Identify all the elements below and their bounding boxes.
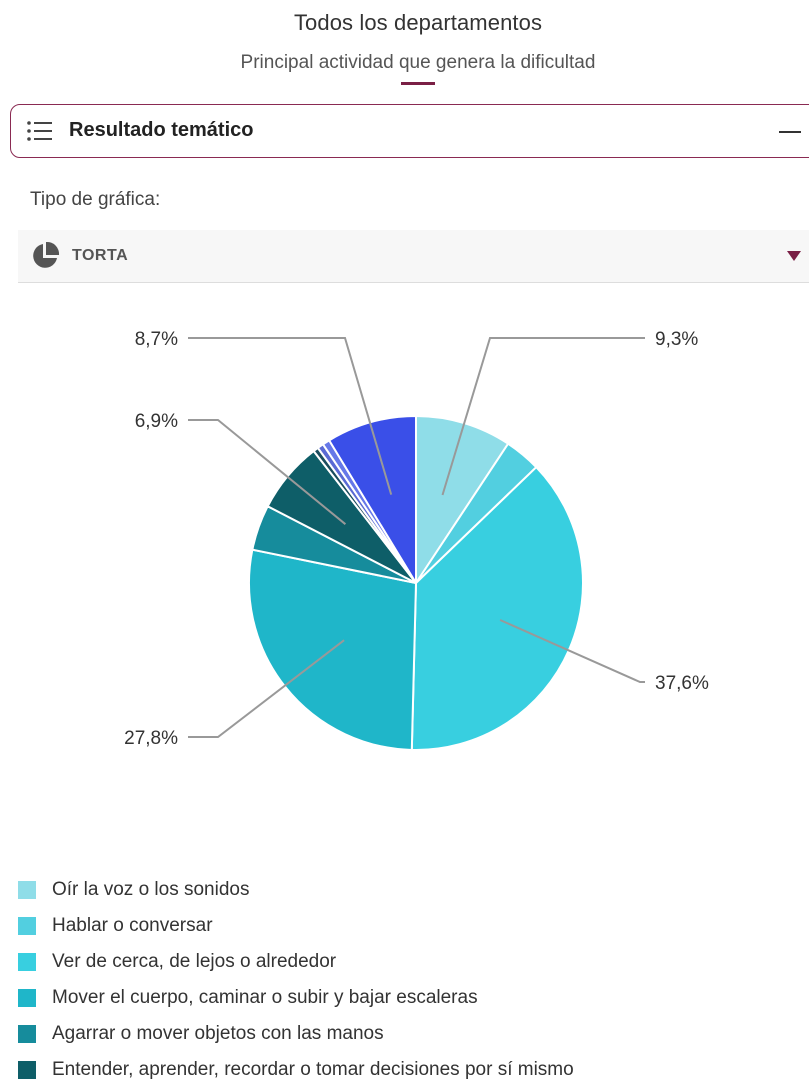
pie-chart: 9,3% 37,6% 27,8% 6,9% 8,7% xyxy=(124,329,709,751)
legend-swatch xyxy=(18,1061,36,1079)
legend-item[interactable]: Hablar o conversar xyxy=(18,908,574,944)
legend-item[interactable]: Entender, aprender, recordar o tomar dec… xyxy=(18,1052,574,1088)
slice-data-label: 27,8% xyxy=(124,728,178,749)
legend-item[interactable]: Mover el cuerpo, caminar o subir y bajar… xyxy=(18,980,574,1016)
slice-data-label: 9,3% xyxy=(655,329,698,350)
subtitle-underline xyxy=(401,82,435,85)
chart-type-label: Tipo de gráfica: xyxy=(30,189,161,210)
pie-chart-icon xyxy=(33,241,60,268)
chart-type-value: TORTA xyxy=(72,247,129,264)
slice-data-label: 37,6% xyxy=(655,673,709,694)
legend-item[interactable]: Ver de cerca, de lejos o alrededor xyxy=(18,944,574,980)
legend-label: Hablar o conversar xyxy=(52,915,213,936)
page-title: Todos los departamentos xyxy=(293,10,543,35)
label-leader-line xyxy=(188,639,345,738)
legend-label: Entender, aprender, recordar o tomar dec… xyxy=(52,1059,574,1080)
chart-type-select[interactable]: TORTA xyxy=(18,230,809,283)
legend-item[interactable]: Oír la voz o los sonidos xyxy=(18,872,574,908)
legend-label: Ver de cerca, de lejos o alrededor xyxy=(52,951,337,972)
legend-swatch xyxy=(18,953,36,971)
thematic-result-panel[interactable]: Resultado temático xyxy=(10,104,809,158)
page-subtitle: Principal actividad que genera la dificu… xyxy=(240,52,596,73)
legend-swatch xyxy=(18,881,36,899)
collapse-icon[interactable] xyxy=(779,131,801,133)
label-leader-line xyxy=(188,419,347,525)
list-icon xyxy=(27,121,52,141)
legend-item[interactable]: Agarrar o mover objetos con las manos xyxy=(18,1016,574,1052)
legend-label: Oír la voz o los sonidos xyxy=(52,879,250,900)
slice-data-label: 8,7% xyxy=(135,329,178,350)
chart-legend: Oír la voz o los sonidos Hablar o convers… xyxy=(18,872,574,1088)
legend-swatch xyxy=(18,989,36,1007)
label-leader-line xyxy=(441,337,645,496)
label-leader-line xyxy=(188,337,393,495)
legend-label: Mover el cuerpo, caminar o subir y bajar… xyxy=(52,987,478,1008)
slice-data-label: 6,9% xyxy=(135,411,178,432)
legend-label: Agarrar o mover objetos con las manos xyxy=(52,1023,384,1044)
thematic-result-label: Resultado temático xyxy=(69,119,254,141)
dropdown-caret-icon xyxy=(787,251,801,261)
label-leader-line xyxy=(499,619,645,683)
pie-slice[interactable] xyxy=(327,414,417,587)
legend-swatch xyxy=(18,917,36,935)
legend-swatch xyxy=(18,1025,36,1043)
